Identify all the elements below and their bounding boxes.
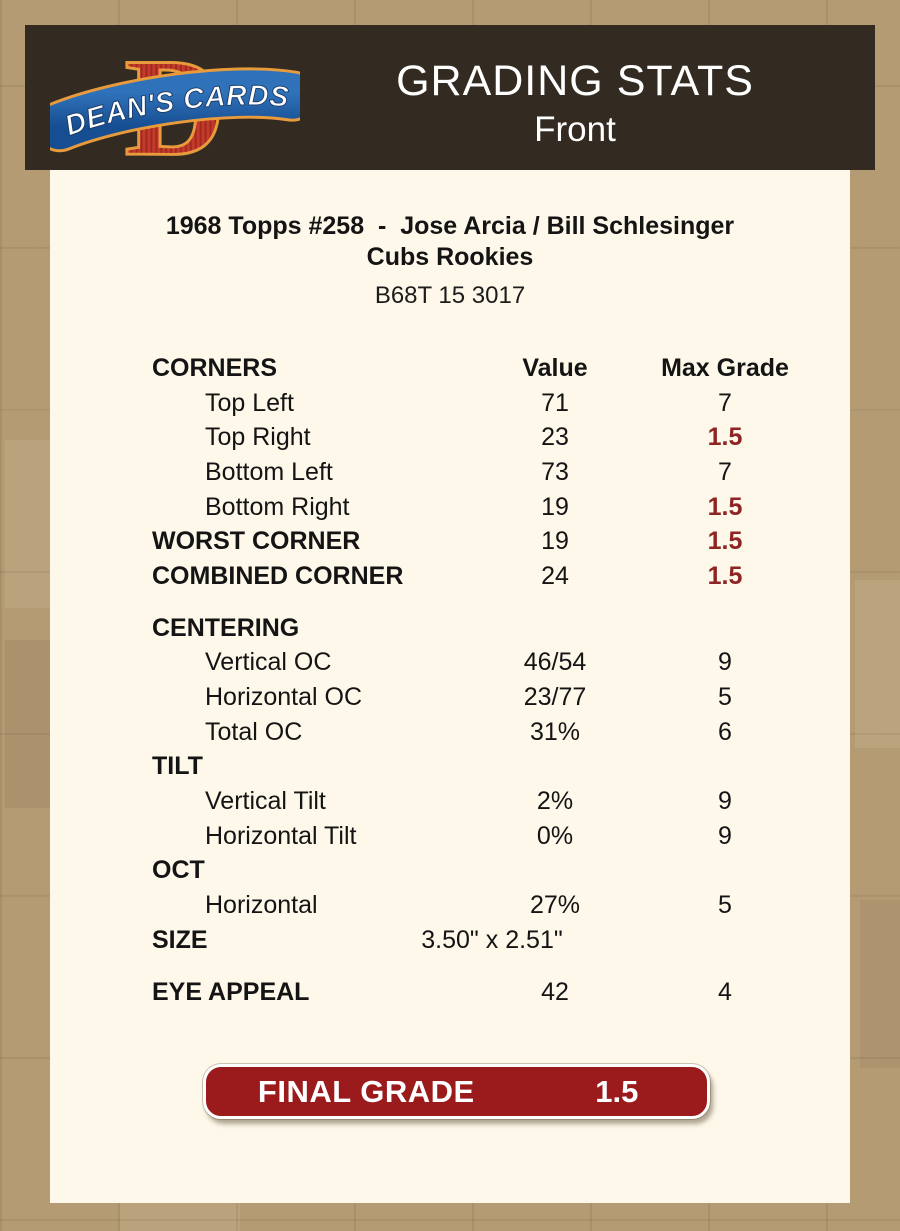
content-panel: 1968 Topps #258 - Jose Arcia / Bill Schl… — [50, 170, 850, 1203]
row-value: 23/77 — [523, 683, 587, 712]
row-label: Horizontal Tilt — [205, 821, 357, 850]
deans-cards-logo-icon: D DEAN'S CARDS — [50, 29, 300, 167]
row-grade: 1.5 — [707, 492, 743, 521]
table-row-top-right: Top Right 23 1.5 — [152, 420, 800, 455]
row-label: Vertical OC — [205, 648, 332, 677]
column-header-corners: CORNERS — [152, 353, 278, 382]
row-label: Bottom Left — [205, 457, 333, 486]
row-value: 0% — [536, 821, 574, 850]
row-label: WORST CORNER — [152, 527, 361, 556]
card-title-line2: Cubs Rookies — [366, 243, 534, 271]
row-value: 73 — [541, 457, 569, 486]
page-title: GRADING STATS — [396, 57, 754, 105]
grading-table: CORNERS Value Max Grade Top Left 71 7 To… — [152, 351, 800, 1009]
row-label: Top Right — [205, 423, 311, 452]
table-row-horizontal-oc: Horizontal OC 23/77 5 — [152, 680, 800, 715]
section-header-oct: OCT — [152, 854, 800, 889]
row-value: 2% — [536, 787, 574, 816]
card-serial-number: B68T 15 3017 — [374, 282, 526, 309]
row-label: Bottom Right — [205, 492, 350, 521]
row-grade: 1.5 — [707, 527, 743, 556]
table-header-row: CORNERS Value Max Grade — [152, 351, 800, 386]
row-value: 46/54 — [523, 648, 587, 677]
row-label: Top Left — [205, 388, 294, 417]
row-label: EYE APPEAL — [152, 977, 310, 1006]
table-row-combined-corner: COMBINED CORNER 24 1.5 — [152, 559, 800, 594]
table-row-top-left: Top Left 71 7 — [152, 386, 800, 421]
table-row-size: SIZE 3.50" x 2.51" — [152, 923, 800, 958]
row-value: 19 — [541, 527, 569, 556]
row-value: 27% — [529, 891, 581, 920]
card-title-line1: 1968 Topps #258 - Jose Arcia / Bill Schl… — [165, 212, 735, 240]
page-subtitle: Front — [534, 110, 616, 150]
section-label: OCT — [152, 856, 205, 885]
row-grade: 7 — [718, 457, 732, 486]
row-grade: 9 — [718, 821, 732, 850]
column-header-max-grade: Max Grade — [661, 353, 789, 382]
section-header-centering: CENTERING — [152, 611, 800, 646]
row-grade: 7 — [718, 388, 732, 417]
row-label: Horizontal OC — [205, 683, 362, 712]
final-grade-button[interactable]: FINAL GRADE 1.5 — [203, 1064, 710, 1119]
row-value: 42 — [541, 977, 569, 1006]
table-row-vertical-tilt: Vertical Tilt 2% 9 — [152, 784, 800, 819]
row-label: Horizontal — [205, 891, 318, 920]
table-row-total-oc: Total OC 31% 6 — [152, 715, 800, 750]
section-label: TILT — [152, 752, 203, 781]
table-row-vertical-oc: Vertical OC 46/54 9 — [152, 646, 800, 681]
column-header-value: Value — [522, 353, 588, 382]
final-grade-label: FINAL GRADE — [257, 1073, 475, 1109]
row-grade: 9 — [718, 787, 732, 816]
row-value: 71 — [541, 388, 569, 417]
table-row-eye-appeal: EYE APPEAL 42 4 — [152, 975, 800, 1010]
table-row-oct-horizontal: Horizontal 27% 5 — [152, 888, 800, 923]
row-value: 19 — [541, 492, 569, 521]
table-row-bottom-left: Bottom Left 73 7 — [152, 455, 800, 490]
section-header-tilt: TILT — [152, 750, 800, 785]
row-label: COMBINED CORNER — [152, 561, 404, 590]
row-grade: 9 — [718, 648, 732, 677]
row-grade: 6 — [718, 717, 732, 746]
table-row-worst-corner: WORST CORNER 19 1.5 — [152, 524, 800, 559]
section-label: CENTERING — [152, 613, 300, 642]
row-grade: 5 — [718, 891, 732, 920]
row-grade: 1.5 — [707, 561, 743, 590]
row-value: 24 — [541, 561, 569, 590]
row-value: 23 — [541, 423, 569, 452]
row-label: SIZE — [152, 925, 208, 954]
row-label: Total OC — [205, 717, 303, 746]
table-row-bottom-right: Bottom Right 19 1.5 — [152, 490, 800, 525]
row-label: Vertical Tilt — [205, 787, 326, 816]
card-title: 1968 Topps #258 - Jose Arcia / Bill Schl… — [50, 211, 850, 273]
header-titles: GRADING STATS Front — [300, 25, 850, 170]
table-row-horizontal-tilt: Horizontal Tilt 0% 9 — [152, 819, 800, 854]
row-value: 31% — [529, 717, 581, 746]
header-bar: D DEAN'S CARDS GRADING STATS Front — [25, 25, 875, 170]
row-grade: 5 — [718, 683, 732, 712]
row-value: 3.50" x 2.51" — [421, 925, 563, 954]
row-grade: 1.5 — [707, 423, 743, 452]
final-grade-value: 1.5 — [595, 1073, 639, 1109]
row-grade: 4 — [718, 977, 732, 1006]
